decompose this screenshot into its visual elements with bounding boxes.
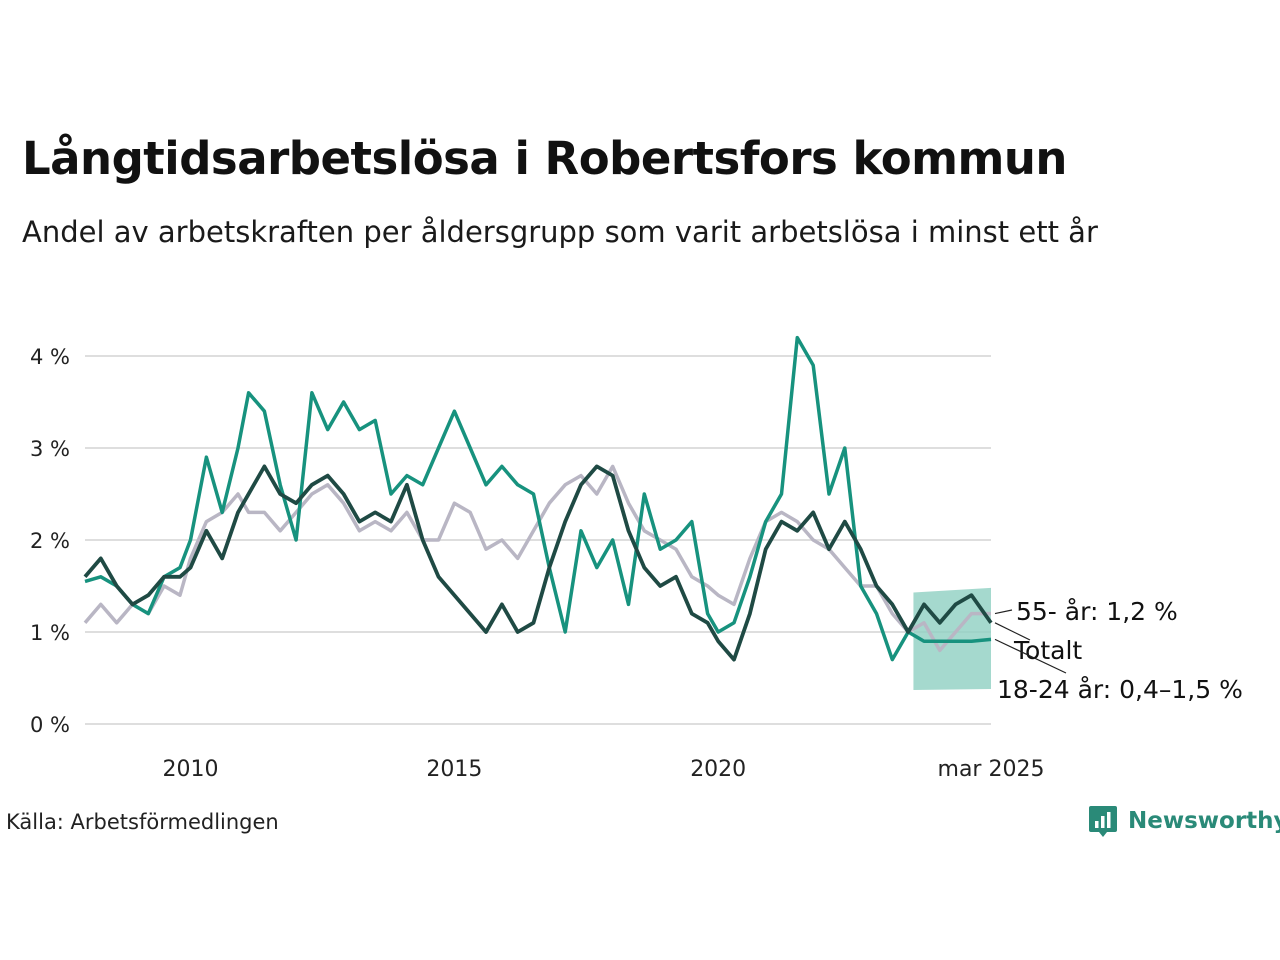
series-lines: [83, 335, 993, 662]
source-note: Källa: Arbetsförmedlingen: [6, 810, 279, 834]
end-labels: 55- år: 1,2 % Totalt 18-24 år: 0,4–1,5 %: [994, 597, 1243, 704]
series-line-age_18_24: [84, 335, 992, 662]
end-label-age_55: 55- år: 1,2 %: [1016, 597, 1178, 626]
y-tick-label: 0 %: [30, 713, 70, 737]
x-tick-label: 2020: [690, 757, 746, 780]
leader-line-totalt: [994, 622, 1031, 641]
end-label-totalt: Totalt: [1013, 636, 1082, 665]
series-line-totalt: [83, 464, 993, 662]
y-axis-tick-labels: 0 % 1 % 2 % 3 % 4 %: [30, 345, 70, 737]
y-tick-label: 4 %: [30, 345, 70, 369]
chart-title: Långtidsarbetslösa i Robertsfors kommun: [22, 132, 1067, 185]
chart-subtitle: Andel av arbetskraften per åldersgrupp s…: [22, 215, 1098, 249]
grid-lines: [85, 355, 991, 725]
x-tick-label: mar 2025: [938, 757, 1045, 780]
brand-logo[interactable]: Newsworthy: [1088, 804, 1280, 838]
leader-line-age_55: [994, 609, 1013, 615]
line-chart: 0 % 1 % 2 % 3 % 4 % 2010 2015 2020 mar 2025 55-…: [30, 335, 1243, 780]
x-tick-label: 2015: [426, 757, 482, 780]
x-axis-tick-labels: 2010 2015 2020 mar 2025: [163, 757, 1045, 780]
end-label-age_18_24: 18-24 år: 0,4–1,5 %: [997, 675, 1243, 704]
series-line-age_55: [83, 464, 991, 653]
y-tick-label: 1 %: [30, 621, 70, 645]
brand-name: Newsworthy: [1128, 808, 1280, 834]
x-tick-label: 2010: [163, 757, 219, 780]
y-tick-label: 2 %: [30, 529, 70, 553]
newsworthy-logo-icon: [1089, 806, 1117, 837]
y-tick-label: 3 %: [30, 437, 70, 461]
leader-line-age_18_24: [994, 638, 1067, 674]
